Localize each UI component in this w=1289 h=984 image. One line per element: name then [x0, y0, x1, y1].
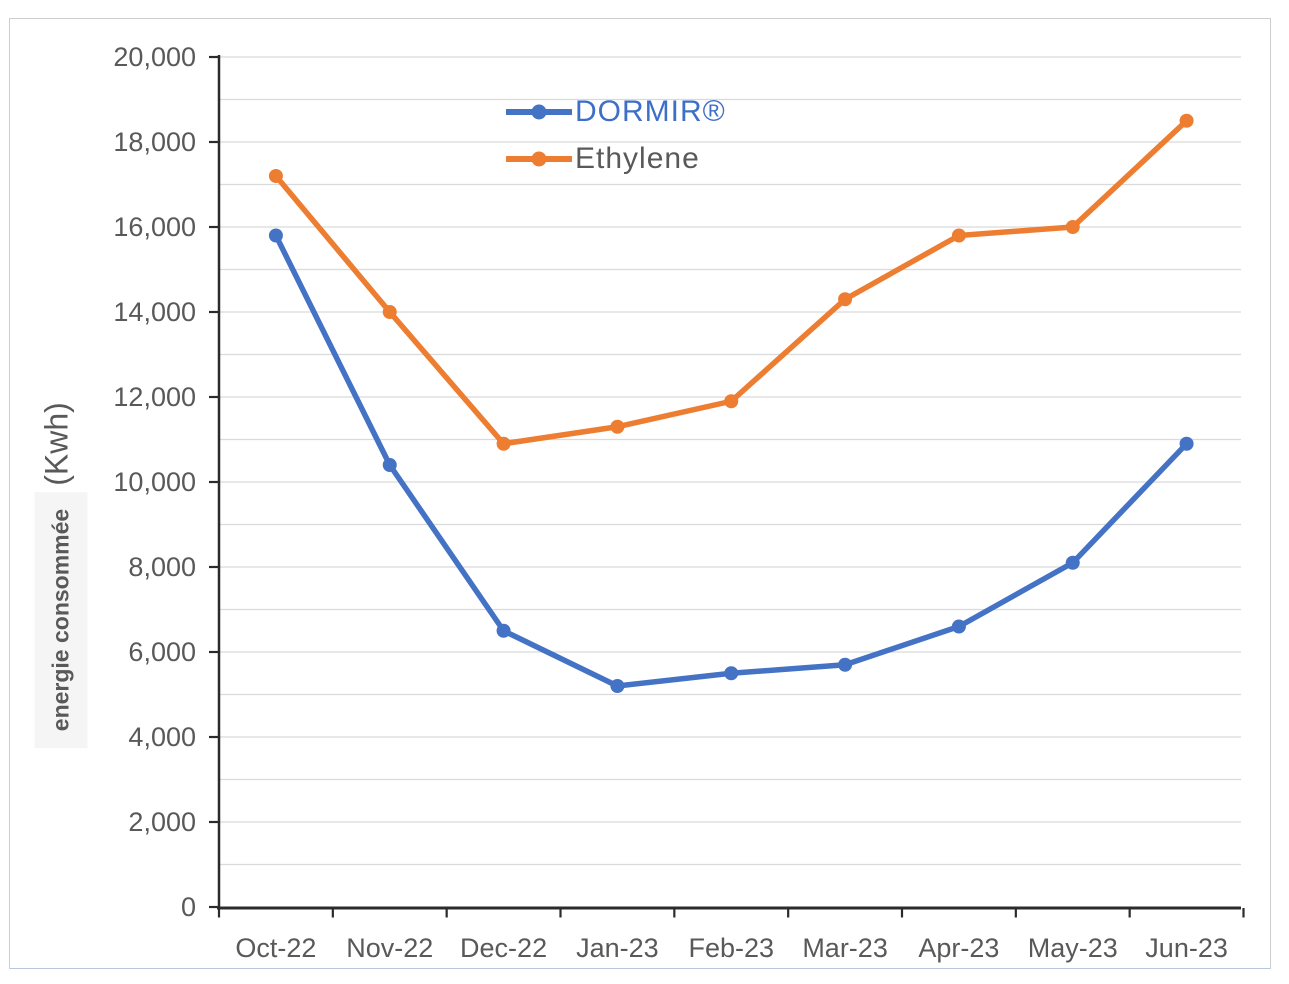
x-tick-label: Oct-22	[235, 933, 317, 963]
legend: DORMIR® Ethylene	[506, 92, 726, 179]
x-tick-label: May-23	[1027, 933, 1118, 963]
x-tick-label: Jan-23	[576, 933, 659, 963]
legend-item-ethylene: Ethylene	[506, 139, 726, 179]
legend-marker-icon	[506, 104, 572, 120]
y-tick-label: 20,000	[113, 42, 196, 72]
series-line-dormir	[273, 232, 1190, 689]
y-axis-title: energie consommée	[34, 491, 88, 749]
y-tick-label: 10,000	[113, 467, 196, 497]
y-tick-label: 4,000	[128, 722, 196, 752]
y-tick-label: 6,000	[128, 637, 196, 667]
gridlines	[220, 56, 1241, 866]
x-tick-label: Jun-23	[1145, 933, 1228, 963]
y-tick-label: 0	[180, 892, 196, 922]
x-tick-label: Feb-23	[688, 933, 775, 963]
x-axis-ticks	[217, 908, 1245, 918]
y-tick-label: 18,000	[113, 127, 196, 157]
legend-item-dormir: DORMIR®	[506, 92, 726, 132]
y-axis-ticks	[209, 55, 219, 909]
legend-label: Ethylene	[575, 142, 700, 175]
x-tick-label: Nov-22	[346, 933, 434, 963]
y-tick-label: 8,000	[128, 552, 196, 582]
x-tick-label: Apr-23	[918, 933, 1000, 963]
series-markers-dormir	[268, 228, 1194, 693]
legend-label: DORMIR®	[575, 95, 726, 128]
y-tick-label: 14,000	[113, 297, 196, 327]
y-tick-label: 2,000	[128, 807, 196, 837]
y-axis-unit-label: (Kwh)	[38, 402, 75, 486]
legend-marker-icon	[506, 151, 572, 167]
x-tick-label: Dec-22	[460, 933, 548, 963]
x-tick-label: Mar-23	[802, 933, 888, 963]
y-tick-label: 12,000	[113, 382, 196, 412]
y-tick-label: 16,000	[113, 212, 196, 242]
series-markers-ethylene	[268, 113, 1194, 451]
